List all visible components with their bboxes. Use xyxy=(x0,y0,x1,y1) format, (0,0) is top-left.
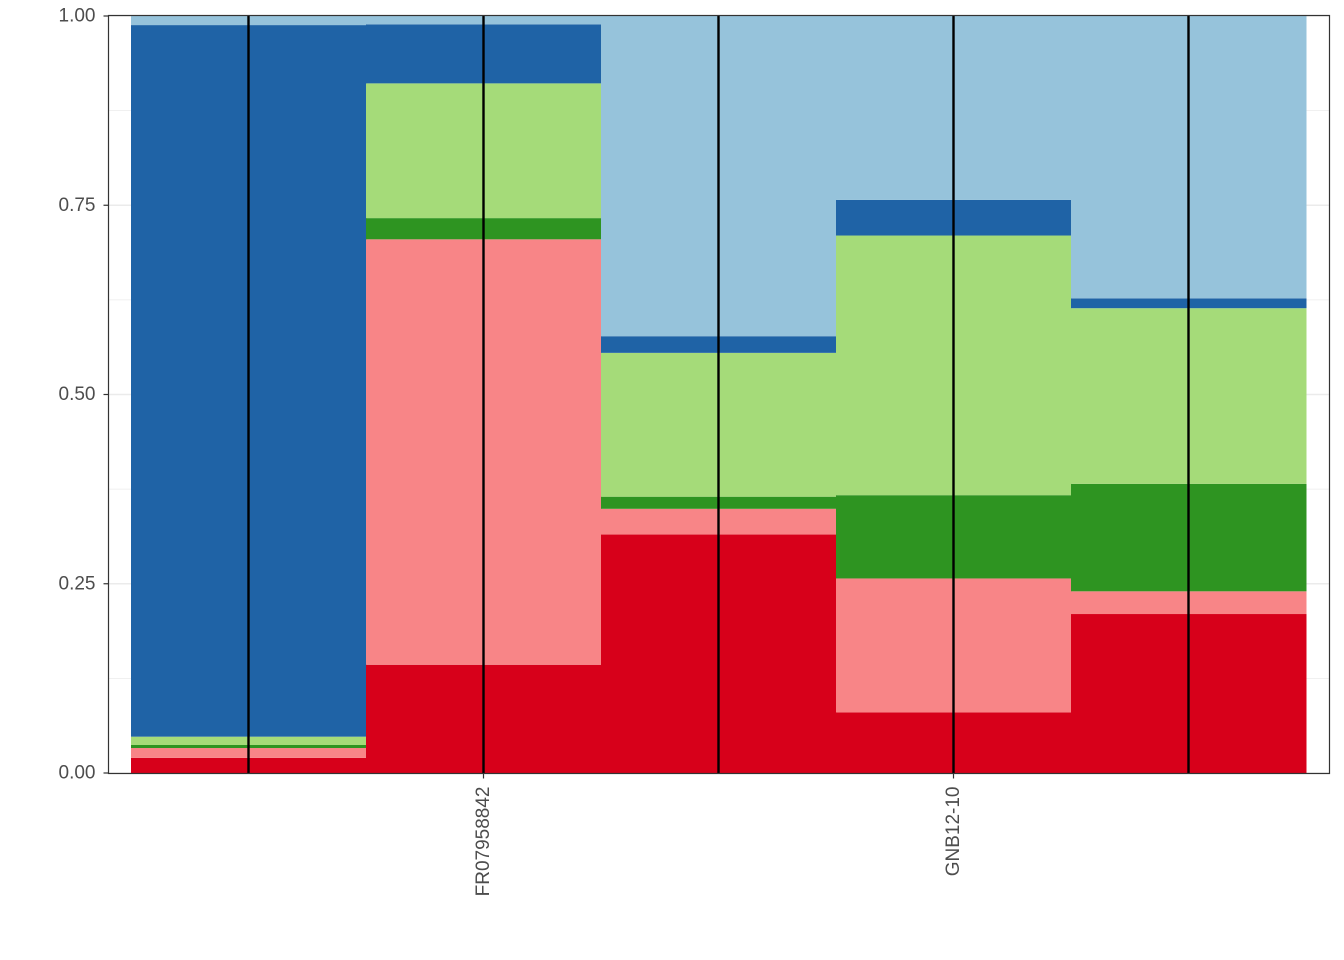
y-tick-label: 1.00 xyxy=(59,6,96,27)
x-tick-label: FR07958842 xyxy=(473,787,494,897)
x-tick-label: GNB12-10 xyxy=(943,787,964,877)
axes: 0.00 0.25 0.50 0.75 1.00 FR07958842 GNB12-10 xyxy=(59,6,964,897)
y-tick-label: 0.00 xyxy=(59,763,96,784)
y-tick-label: 0.75 xyxy=(59,195,96,216)
bar-center-lines xyxy=(247,16,1190,773)
y-tick-label: 0.50 xyxy=(59,384,96,405)
y-tick-label: 0.25 xyxy=(59,573,96,594)
